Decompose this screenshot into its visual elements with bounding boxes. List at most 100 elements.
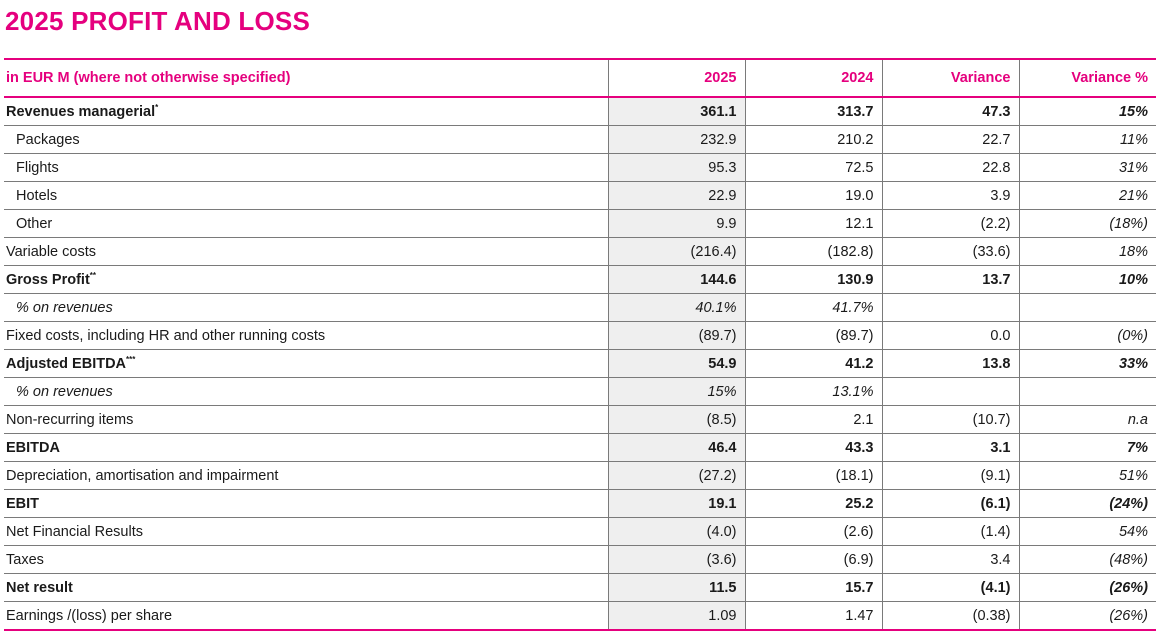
cell-2025: 19.1 [607, 489, 745, 518]
row-label: Flights [4, 153, 608, 182]
cell-2025: 144.6 [607, 265, 745, 294]
cell-2025: 11.5 [607, 573, 745, 602]
cell-variance-pct: 21% [1018, 181, 1156, 210]
row-label: Earnings /(loss) per share [4, 601, 608, 631]
cell-2024: (2.6) [744, 517, 882, 546]
cell-variance [881, 377, 1019, 406]
row-net-financial-results: Net Financial Results (4.0) (2.6) (1.4) … [4, 517, 1156, 546]
row-label: Revenues managerial* [4, 97, 608, 126]
cell-variance: 13.8 [881, 349, 1019, 378]
cell-2025: 40.1% [607, 293, 745, 322]
cell-variance-pct: 51% [1018, 461, 1156, 490]
cell-variance-pct: (24%) [1018, 489, 1156, 518]
cell-variance-pct: (0%) [1018, 321, 1156, 350]
cell-2024: 25.2 [744, 489, 882, 518]
cell-variance-pct: (26%) [1018, 601, 1156, 631]
row-label: Packages [4, 125, 608, 154]
cell-2025: (4.0) [607, 517, 745, 546]
header-2025: 2025 [607, 58, 745, 98]
cell-2024: 15.7 [744, 573, 882, 602]
cell-2024: (182.8) [744, 237, 882, 266]
cell-variance: 0.0 [881, 321, 1019, 350]
row-label: Hotels [4, 181, 608, 210]
row-ebit: EBIT 19.1 25.2 (6.1) (24%) [4, 489, 1156, 518]
table-header: in EUR M (where not otherwise specified)… [4, 58, 1156, 98]
cell-2025: 232.9 [607, 125, 745, 154]
cell-variance-pct: 7% [1018, 433, 1156, 462]
cell-variance-pct: (48%) [1018, 545, 1156, 574]
row-label: Depreciation, amortisation and impairmen… [4, 461, 608, 490]
header-row: in EUR M (where not otherwise specified)… [4, 58, 1156, 98]
cell-2024: (18.1) [744, 461, 882, 490]
cell-variance: 22.7 [881, 125, 1019, 154]
row-label-text: Revenues managerial [6, 103, 156, 120]
cell-variance-pct: 33% [1018, 349, 1156, 378]
cell-variance: (33.6) [881, 237, 1019, 266]
header-2024: 2024 [744, 58, 882, 98]
row-label: Adjusted EBITDA*** [4, 349, 608, 378]
cell-2024: 2.1 [744, 405, 882, 434]
row-label: Net result [4, 573, 608, 602]
cell-2024: 1.47 [744, 601, 882, 631]
row-gross-margin-pct: % on revenues 40.1% 41.7% [4, 293, 1156, 322]
cell-2024: (89.7) [744, 321, 882, 350]
cell-variance-pct: 31% [1018, 153, 1156, 182]
row-ebitda-margin-pct: % on revenues 15% 13.1% [4, 377, 1156, 406]
cell-variance-pct: n.a [1018, 405, 1156, 434]
cell-variance: (9.1) [881, 461, 1019, 490]
header-label: in EUR M (where not otherwise specified) [4, 58, 608, 98]
row-variable-costs: Variable costs (216.4) (182.8) (33.6) 18… [4, 237, 1156, 266]
page-title: 2025 PROFIT AND LOSS [5, 6, 310, 36]
cell-2024: 12.1 [744, 209, 882, 238]
cell-variance: 3.9 [881, 181, 1019, 210]
row-flights: Flights 95.3 72.5 22.8 31% [4, 153, 1156, 182]
cell-variance: (6.1) [881, 489, 1019, 518]
cell-variance: 13.7 [881, 265, 1019, 294]
cell-variance: (4.1) [881, 573, 1019, 602]
row-fixed-costs: Fixed costs, including HR and other runn… [4, 321, 1156, 350]
cell-2024: 210.2 [744, 125, 882, 154]
row-ebitda: EBITDA 46.4 43.3 3.1 7% [4, 433, 1156, 462]
cell-2025: (216.4) [607, 237, 745, 266]
cell-2024: (6.9) [744, 545, 882, 574]
cell-variance-pct: (18%) [1018, 209, 1156, 238]
cell-2025: 46.4 [607, 433, 745, 462]
header-variance-pct: Variance % [1018, 58, 1156, 98]
cell-2024: 41.2 [744, 349, 882, 378]
row-adjusted-ebitda: Adjusted EBITDA*** 54.9 41.2 13.8 33% [4, 349, 1156, 378]
row-gross-profit: Gross Profit** 144.6 130.9 13.7 10% [4, 265, 1156, 294]
cell-variance-pct: 10% [1018, 265, 1156, 294]
cell-variance-pct: 54% [1018, 517, 1156, 546]
row-label: EBIT [4, 489, 608, 518]
row-label: Net Financial Results [4, 517, 608, 546]
row-label: Fixed costs, including HR and other runn… [4, 321, 608, 350]
cell-2025: 9.9 [607, 209, 745, 238]
row-label: Other [4, 209, 608, 238]
row-depreciation: Depreciation, amortisation and impairmen… [4, 461, 1156, 490]
cell-variance-pct: 18% [1018, 237, 1156, 266]
cell-variance: (10.7) [881, 405, 1019, 434]
row-taxes: Taxes (3.6) (6.9) 3.4 (48%) [4, 545, 1156, 574]
row-hotels: Hotels 22.9 19.0 3.9 21% [4, 181, 1156, 210]
row-label-text: Gross Profit [6, 271, 90, 288]
cell-2024: 19.0 [744, 181, 882, 210]
row-label: % on revenues [4, 293, 608, 322]
cell-2024: 41.7% [744, 293, 882, 322]
cell-variance: 3.1 [881, 433, 1019, 462]
cell-variance-pct [1018, 293, 1156, 322]
header-variance: Variance [881, 58, 1019, 98]
cell-variance: (1.4) [881, 517, 1019, 546]
row-label: EBITDA [4, 433, 608, 462]
cell-2024: 313.7 [744, 97, 882, 126]
cell-2025: 95.3 [607, 153, 745, 182]
cell-2024: 13.1% [744, 377, 882, 406]
row-label: Variable costs [4, 237, 608, 266]
profit-and-loss-table: in EUR M (where not otherwise specified)… [4, 58, 1156, 631]
row-earnings-per-share: Earnings /(loss) per share 1.09 1.47 (0.… [4, 601, 1156, 631]
cell-2025: (27.2) [607, 461, 745, 490]
cell-variance: (0.38) [881, 601, 1019, 631]
cell-variance: 3.4 [881, 545, 1019, 574]
row-label: % on revenues [4, 377, 608, 406]
cell-variance [881, 293, 1019, 322]
table-body: Revenues managerial* 361.1 313.7 47.3 15… [4, 97, 1156, 631]
